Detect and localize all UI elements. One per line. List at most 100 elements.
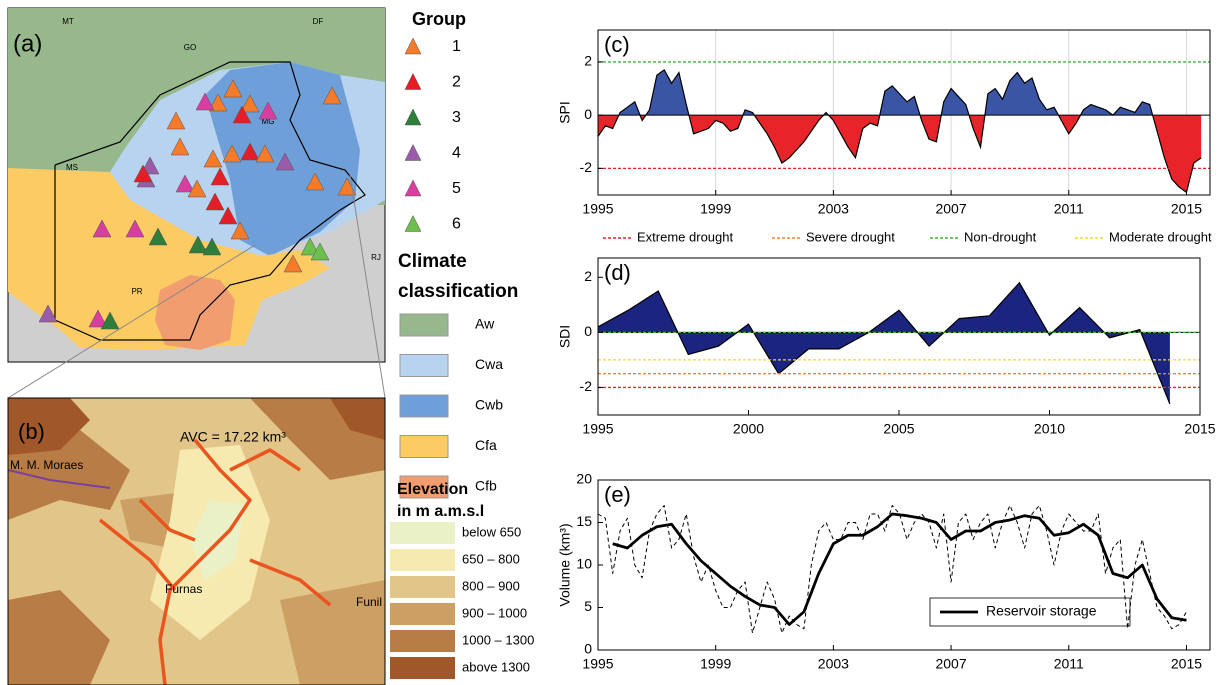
elev-above-1300: [330, 398, 385, 440]
legend-label: 650 – 800: [462, 551, 520, 566]
station-marker: [208, 93, 228, 112]
station-marker: [283, 254, 303, 273]
inset-connector: [7, 244, 256, 399]
station-marker: [232, 105, 252, 124]
y-tick-label: 0: [584, 106, 592, 122]
legend-label: Moderate drought: [1109, 229, 1212, 244]
plot-frame: [597, 29, 1211, 196]
station-marker: [322, 86, 342, 105]
state-label: DF: [313, 17, 324, 26]
legend-swatch: [399, 435, 449, 458]
elev-above-1300: [8, 398, 90, 455]
station-marker: [92, 219, 112, 238]
legend-label: Severe drought: [806, 229, 895, 244]
legend-label: Cwb: [475, 397, 503, 413]
river: [7, 469, 111, 489]
climate-cfb: [155, 275, 235, 350]
elev-1000-1300: [8, 590, 110, 685]
station-marker: [100, 311, 120, 330]
map-annotation: AVC = 17.22 km³: [180, 429, 286, 445]
legend-marker: [404, 37, 422, 55]
x-tick-label: 1995: [582, 201, 613, 217]
panel-label: (c): [604, 32, 630, 57]
station-marker: [305, 172, 325, 191]
station-marker: [255, 144, 275, 163]
x-tick-label: 1999: [700, 201, 731, 217]
legend-label: 1: [452, 38, 461, 55]
legend-label: Extreme drought: [637, 229, 733, 244]
legend-title: Climate: [398, 251, 467, 272]
y-axis-label: Volume (km³): [557, 523, 573, 606]
station-marker: [230, 221, 250, 240]
area-negative: [677, 332, 1170, 404]
reservoir: [98, 518, 177, 592]
x-tick-label: 2011: [1054, 201, 1084, 217]
station-marker: [175, 174, 195, 193]
x-tick-label: 2003: [818, 201, 849, 217]
legend-marker: [404, 143, 422, 161]
legend-label: 5: [452, 180, 461, 197]
climate-cfa: [8, 168, 330, 350]
legend-marker: [404, 108, 422, 126]
panel-label: (a): [13, 30, 42, 57]
legend-swatch: [399, 394, 449, 418]
legend-label: 6: [452, 216, 461, 233]
inset-connector: [349, 174, 386, 399]
legend-swatch: [390, 657, 455, 679]
legend-label: 900 – 1000: [462, 605, 527, 620]
station-marker: [310, 242, 330, 261]
legend-label: Non-drought: [964, 229, 1037, 244]
state-label: MS: [66, 163, 78, 172]
x-tick-label: 2000: [733, 421, 764, 437]
station-marker: [205, 192, 225, 211]
elev-900-1000: [280, 580, 385, 685]
x-tick-label: 2011: [1054, 656, 1084, 672]
legend-marker: [404, 179, 422, 197]
x-tick-label: 2015: [1171, 201, 1202, 217]
series-line: [597, 69, 1202, 194]
x-tick-label: 2007: [935, 201, 966, 217]
legend-label: Aw: [475, 316, 495, 332]
basin-outline: [54, 61, 366, 341]
elev-below-650: [190, 500, 245, 580]
series-line: [597, 281, 1171, 405]
station-marker: [222, 144, 242, 163]
legend-swatch: [390, 576, 455, 598]
legend-label: 800 – 900: [462, 578, 520, 593]
y-tick-label: 15: [576, 513, 592, 529]
y-axis-label: SDI: [557, 325, 573, 348]
station-marker: [210, 167, 230, 186]
reservoir: [158, 438, 252, 685]
reservoir: [138, 498, 196, 542]
station-marker: [258, 101, 278, 120]
x-tick-label: 2015: [1171, 656, 1202, 672]
elev-1000-1300: [8, 430, 130, 520]
state-label: GO: [184, 43, 196, 52]
legend-label: Cwa: [475, 356, 503, 372]
station-marker: [170, 137, 190, 156]
station-marker: [240, 94, 260, 113]
map-frame: [7, 397, 386, 685]
x-tick-label: 2007: [935, 656, 966, 672]
station-marker: [133, 164, 153, 183]
panel-label: (e): [604, 482, 631, 507]
station-marker: [203, 149, 223, 168]
area-positive: [598, 282, 1170, 333]
state-label: MG: [262, 117, 275, 126]
station-marker: [166, 111, 186, 130]
legend-label: 4: [452, 145, 461, 162]
place-label: Furnas: [165, 582, 202, 596]
legend-title: Group: [412, 9, 466, 29]
y-tick-label: 2: [584, 268, 592, 284]
legend-label: Cfb: [475, 478, 497, 494]
x-tick-label: 2015: [1184, 421, 1215, 437]
station-marker: [218, 206, 238, 225]
station-marker: [240, 142, 260, 161]
station-marker: [188, 235, 208, 254]
place-label: M. M. Moraes: [10, 458, 83, 472]
reservoir: [229, 448, 301, 472]
state-label: RJ: [371, 253, 381, 262]
x-tick-label: 1999: [700, 656, 731, 672]
station-marker: [88, 309, 108, 328]
